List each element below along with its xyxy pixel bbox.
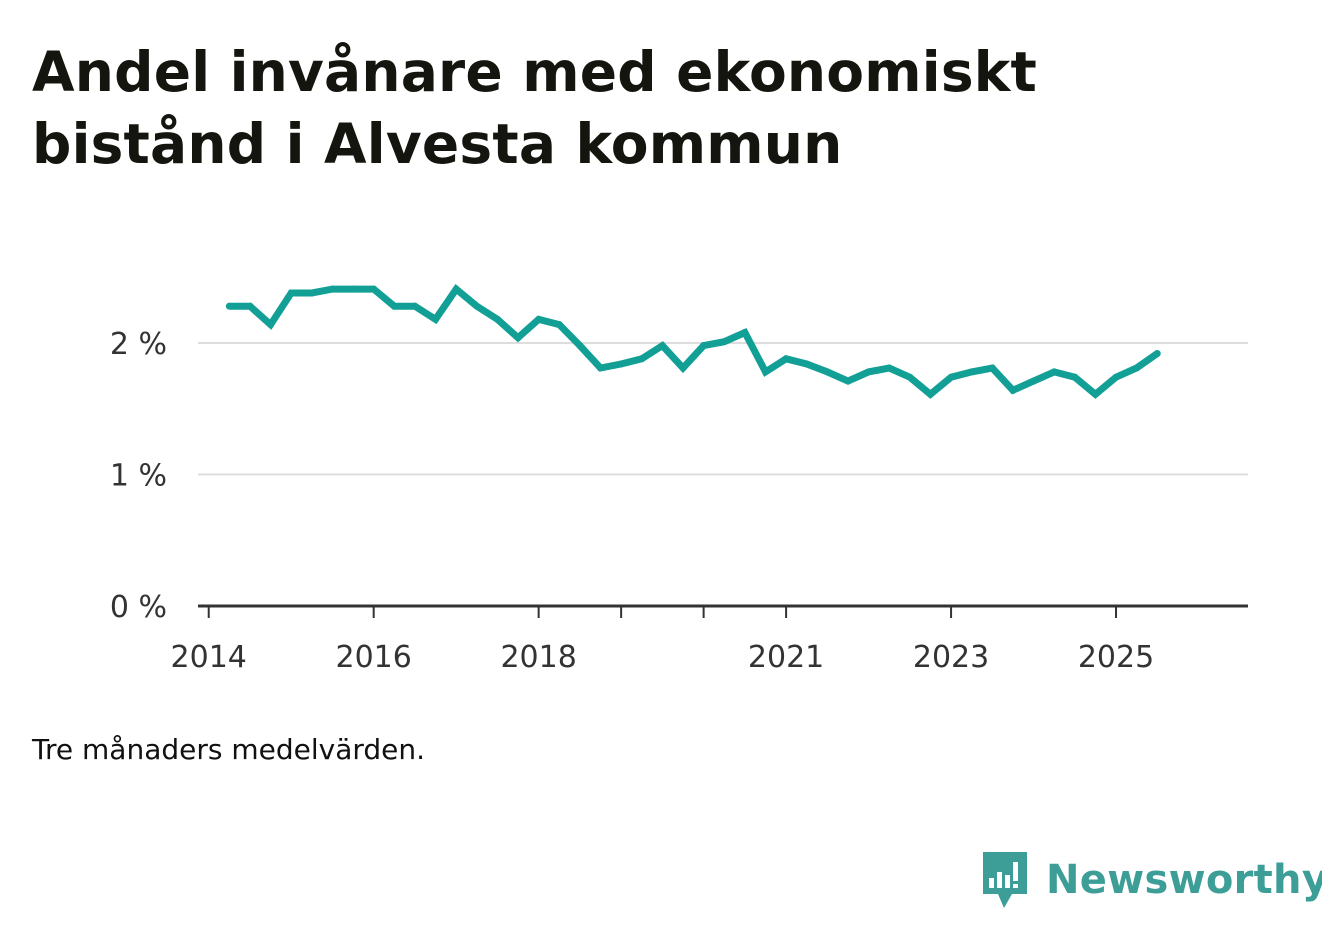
data-point	[968, 368, 976, 376]
data-point	[1091, 390, 1099, 398]
data-point	[1112, 373, 1120, 381]
data-point	[823, 368, 831, 376]
y-tick-label: 0 %	[110, 590, 167, 625]
data-point	[700, 342, 708, 350]
gridlines	[198, 342, 1248, 476]
data-point	[287, 289, 295, 297]
data-point	[947, 373, 955, 381]
y-tick-label: 2 %	[110, 327, 167, 362]
data-point	[906, 373, 914, 381]
x-tick-label: 2014	[171, 640, 247, 675]
data-point	[576, 342, 584, 350]
data-point	[349, 285, 357, 293]
line-chart: 0 % 1 % 2 % 2014 2016 2018 2021 2023 2025	[110, 283, 1248, 675]
data-point	[761, 368, 769, 376]
data-point	[370, 285, 378, 293]
data-point	[638, 355, 646, 363]
data-point	[473, 302, 481, 310]
data-point	[679, 364, 687, 372]
data-point	[493, 315, 501, 323]
data-point	[988, 364, 996, 372]
data-point	[741, 328, 749, 336]
series-layer	[225, 283, 1161, 399]
newsworthy-logo[interactable]: Newsworthy	[980, 850, 1322, 910]
data-point	[617, 360, 625, 368]
data-point	[1030, 377, 1038, 385]
data-point	[225, 302, 233, 310]
data-point	[555, 321, 563, 329]
data-point	[1133, 364, 1141, 372]
newsworthy-logo-icon	[983, 852, 1027, 908]
data-point	[782, 355, 790, 363]
data-point	[267, 321, 275, 329]
x-tick-label: 2021	[748, 640, 824, 675]
y-tick-label: 1 %	[110, 459, 167, 494]
data-point	[328, 285, 336, 293]
data-point	[597, 364, 605, 372]
x-tick-label: 2023	[913, 640, 989, 675]
data-point	[432, 315, 440, 323]
data-point	[926, 390, 934, 398]
chart-title: Andel invånare med ekonomiskt bistånd i …	[32, 40, 1038, 176]
data-point	[390, 302, 398, 310]
data-point	[720, 338, 728, 346]
data-point	[411, 302, 419, 310]
data-point	[514, 334, 522, 342]
y-axis-ticks: 0 % 1 % 2 %	[110, 327, 167, 625]
x-tick-label: 2025	[1078, 640, 1154, 675]
data-point	[658, 342, 666, 350]
data-point	[865, 368, 873, 376]
footnote: Tre månaders medelvärden.	[32, 733, 426, 766]
data-point	[1071, 373, 1079, 381]
data-point	[1050, 368, 1058, 376]
x-tick-label: 2018	[500, 640, 576, 675]
data-point	[1009, 386, 1017, 394]
x-axis-ticks: 2014 2016 2018 2021 2023 2025	[171, 606, 1154, 675]
data-point	[803, 360, 811, 368]
series-line	[229, 283, 1160, 399]
data-point	[885, 364, 893, 372]
data-point	[1153, 350, 1161, 358]
data-point	[308, 289, 316, 297]
data-point	[844, 377, 852, 385]
data-point	[246, 302, 254, 310]
newsworthy-logo-text: Newsworthy	[1046, 857, 1322, 903]
data-point	[452, 285, 460, 293]
data-point	[535, 315, 543, 323]
x-tick-label: 2016	[336, 640, 412, 675]
